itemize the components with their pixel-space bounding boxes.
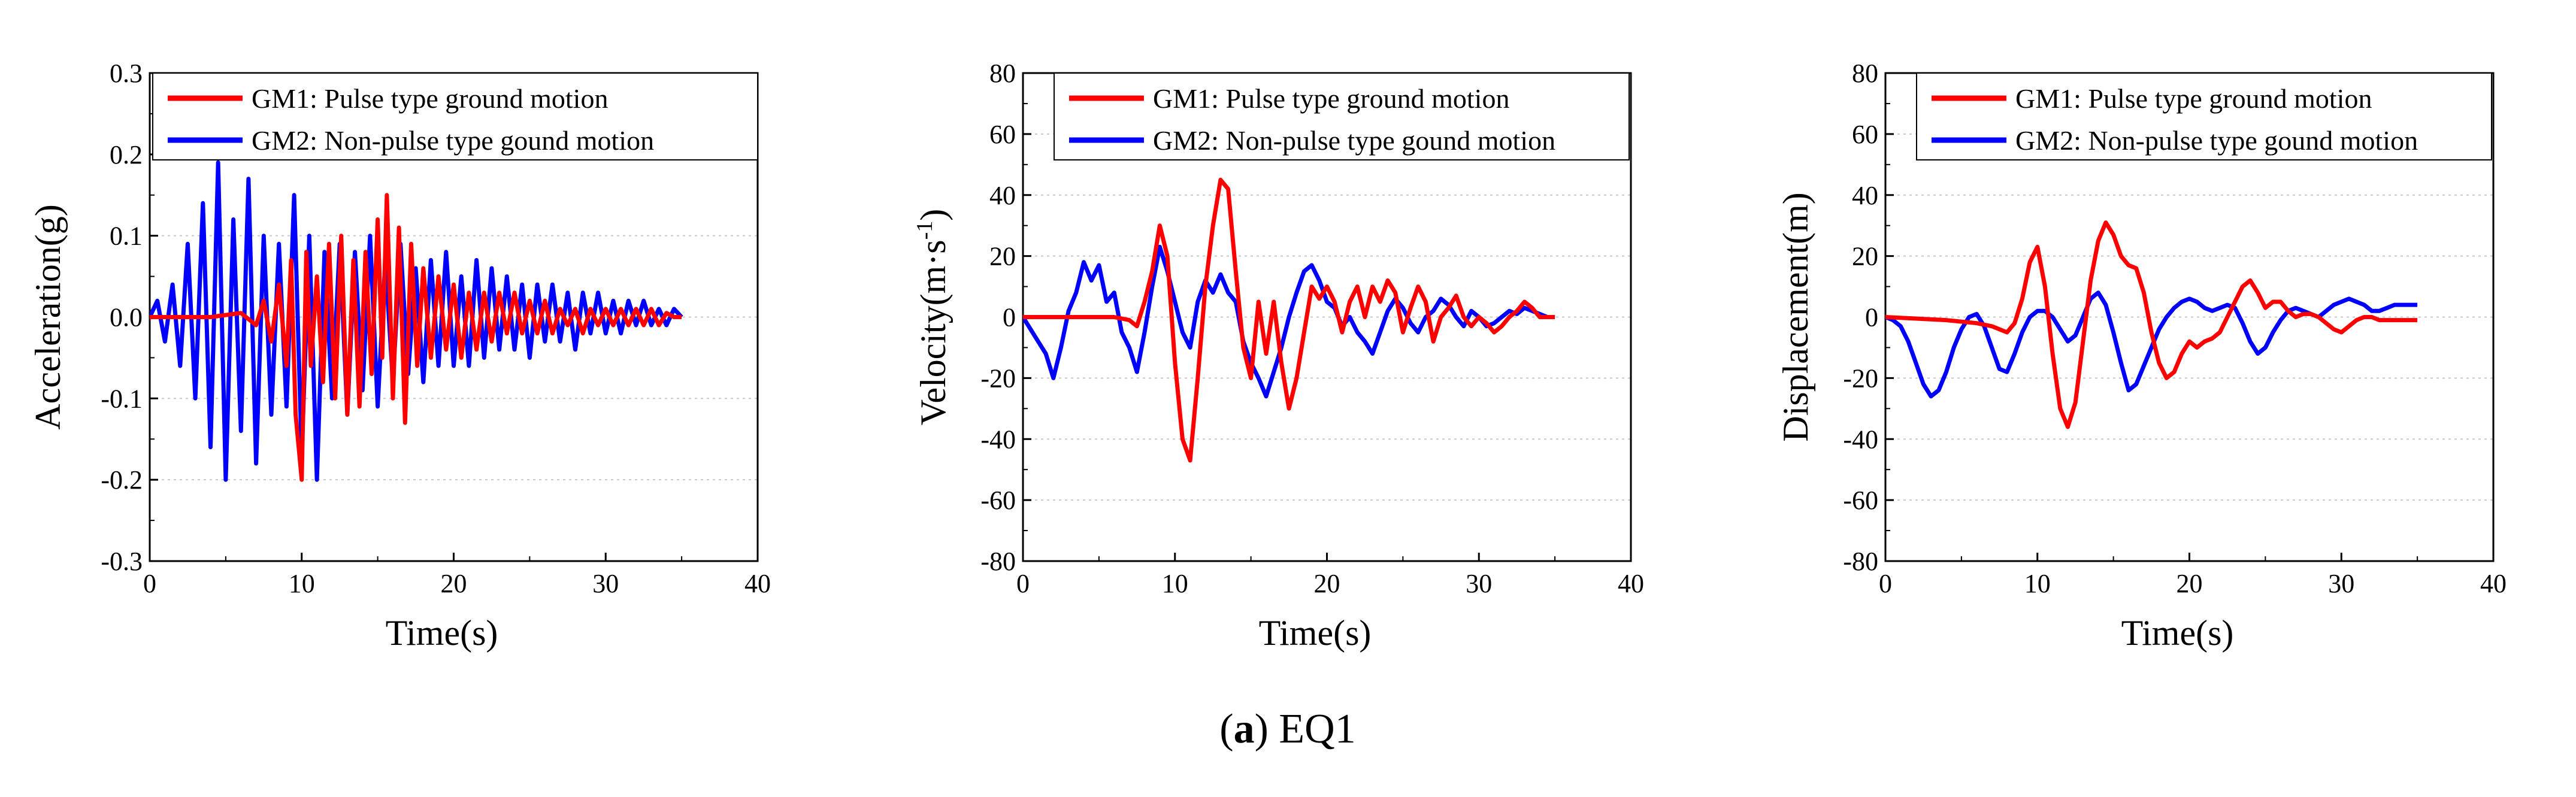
y-tick-label: 0.1 <box>110 222 143 251</box>
series-line-gm1 <box>1885 220 2418 429</box>
x-tick-label: 10 <box>1162 569 1188 598</box>
caption-open-paren: ( <box>1219 706 1233 752</box>
charts-layer: -0.3 -0.2 -0.1 0.0 0.1 0.2 0.3 0 10 20 30 40 Time(s)… <box>28 59 2507 653</box>
caption-close-paren: ) <box>1255 706 1269 752</box>
x-tick-label: 30 <box>1466 569 1492 598</box>
y-tick-label: -20 <box>1843 363 1878 393</box>
y-axis-title: Velocity(m·s-1) <box>912 209 953 426</box>
y-tick-label: -40 <box>1843 425 1878 454</box>
y-tick-label: -80 <box>980 547 1016 576</box>
y-tick-label: -40 <box>980 425 1016 454</box>
legend-label: GM2: Non-pulse type gound motion <box>2015 125 2418 156</box>
y-tick-label: 0.2 <box>110 140 143 169</box>
x-tick-label: 20 <box>1314 569 1340 598</box>
x-tick-label: 0 <box>1016 569 1030 598</box>
x-tick-label: 20 <box>2177 569 2203 598</box>
x-tick-label: 0 <box>1879 569 1892 598</box>
series-line-gm2 <box>1885 290 2418 399</box>
legend-box <box>1054 72 1630 160</box>
y-axis-title-superscript: -1 <box>912 221 937 240</box>
y-tick-label: 60 <box>1852 120 1878 149</box>
x-tick-label: 40 <box>744 569 771 598</box>
y-tick-label: 40 <box>989 181 1016 210</box>
chart-displacement: -80 -60 -40 -20 0 20 40 60 80 0 10 20 30 40 Time(s) Dis… <box>1776 59 2507 653</box>
x-tick-label: 40 <box>1618 569 1644 598</box>
legend-box <box>1916 72 2492 160</box>
chart-acceleration: -0.3 -0.2 -0.1 0.0 0.1 0.2 0.3 0 10 20 30 40 Time(s)… <box>28 59 771 653</box>
series-line-gm2 <box>150 160 683 482</box>
y-tick-label: 20 <box>1852 242 1878 271</box>
y-tick-label: 80 <box>989 59 1016 88</box>
y-tick-label: -80 <box>1843 547 1878 576</box>
figure-caption: (a) EQ1 <box>1219 706 1355 752</box>
legend-label: GM1: Pulse type ground motion <box>1153 83 1509 114</box>
x-axis-title: Time(s) <box>2121 613 2234 653</box>
x-tick-label: 0 <box>143 569 156 598</box>
y-tick-label: 20 <box>989 242 1016 271</box>
y-tick-label: -60 <box>980 486 1016 515</box>
legend-label: GM2: Non-pulse type gound motion <box>252 125 654 156</box>
y-tick-label: -0.1 <box>101 384 143 413</box>
y-tick-label: 40 <box>1852 181 1878 210</box>
legend-box <box>152 72 758 160</box>
y-tick-label: -60 <box>1843 486 1878 515</box>
y-tick-label: -20 <box>980 363 1016 393</box>
x-tick-label: 40 <box>2480 569 2507 598</box>
caption-letter: a <box>1234 706 1255 752</box>
y-tick-label: 0 <box>1003 303 1016 332</box>
y-axis-title-main: Velocity(m·s <box>913 240 953 425</box>
x-tick-label: 20 <box>441 569 467 598</box>
caption-text: EQ1 <box>1269 706 1356 752</box>
x-tick-label: 30 <box>592 569 619 598</box>
y-axis-title-end: ) <box>913 209 953 221</box>
x-tick-label: 30 <box>2328 569 2354 598</box>
series-line-gm1 <box>150 193 682 482</box>
y-tick-label: 60 <box>989 120 1016 149</box>
y-axis-title: Acceleration(g) <box>28 204 68 429</box>
y-tick-label: 0 <box>1865 303 1878 332</box>
x-tick-label: 10 <box>289 569 315 598</box>
legend-label: GM1: Pulse type ground motion <box>252 83 608 114</box>
x-axis-title: Time(s) <box>1259 613 1372 653</box>
y-tick-label: 80 <box>1852 59 1878 88</box>
chart-velocity: -80 -60 -40 -20 0 20 40 60 80 0 10 20 30 40 Time(s) Vel… <box>912 59 1644 653</box>
x-axis-title: Time(s) <box>386 613 498 653</box>
series-line-gm1 <box>1023 177 1555 463</box>
x-tick-label: 10 <box>2024 569 2051 598</box>
y-tick-label: 0.3 <box>110 59 143 88</box>
y-tick-label: -0.3 <box>101 547 143 576</box>
y-tick-label: -0.2 <box>101 465 143 495</box>
y-axis-title: Displacement(m) <box>1776 192 1815 442</box>
legend-label: GM1: Pulse type ground motion <box>2015 83 2372 114</box>
y-tick-label: 0.0 <box>110 303 143 332</box>
legend-label: GM2: Non-pulse type gound motion <box>1153 125 1555 156</box>
